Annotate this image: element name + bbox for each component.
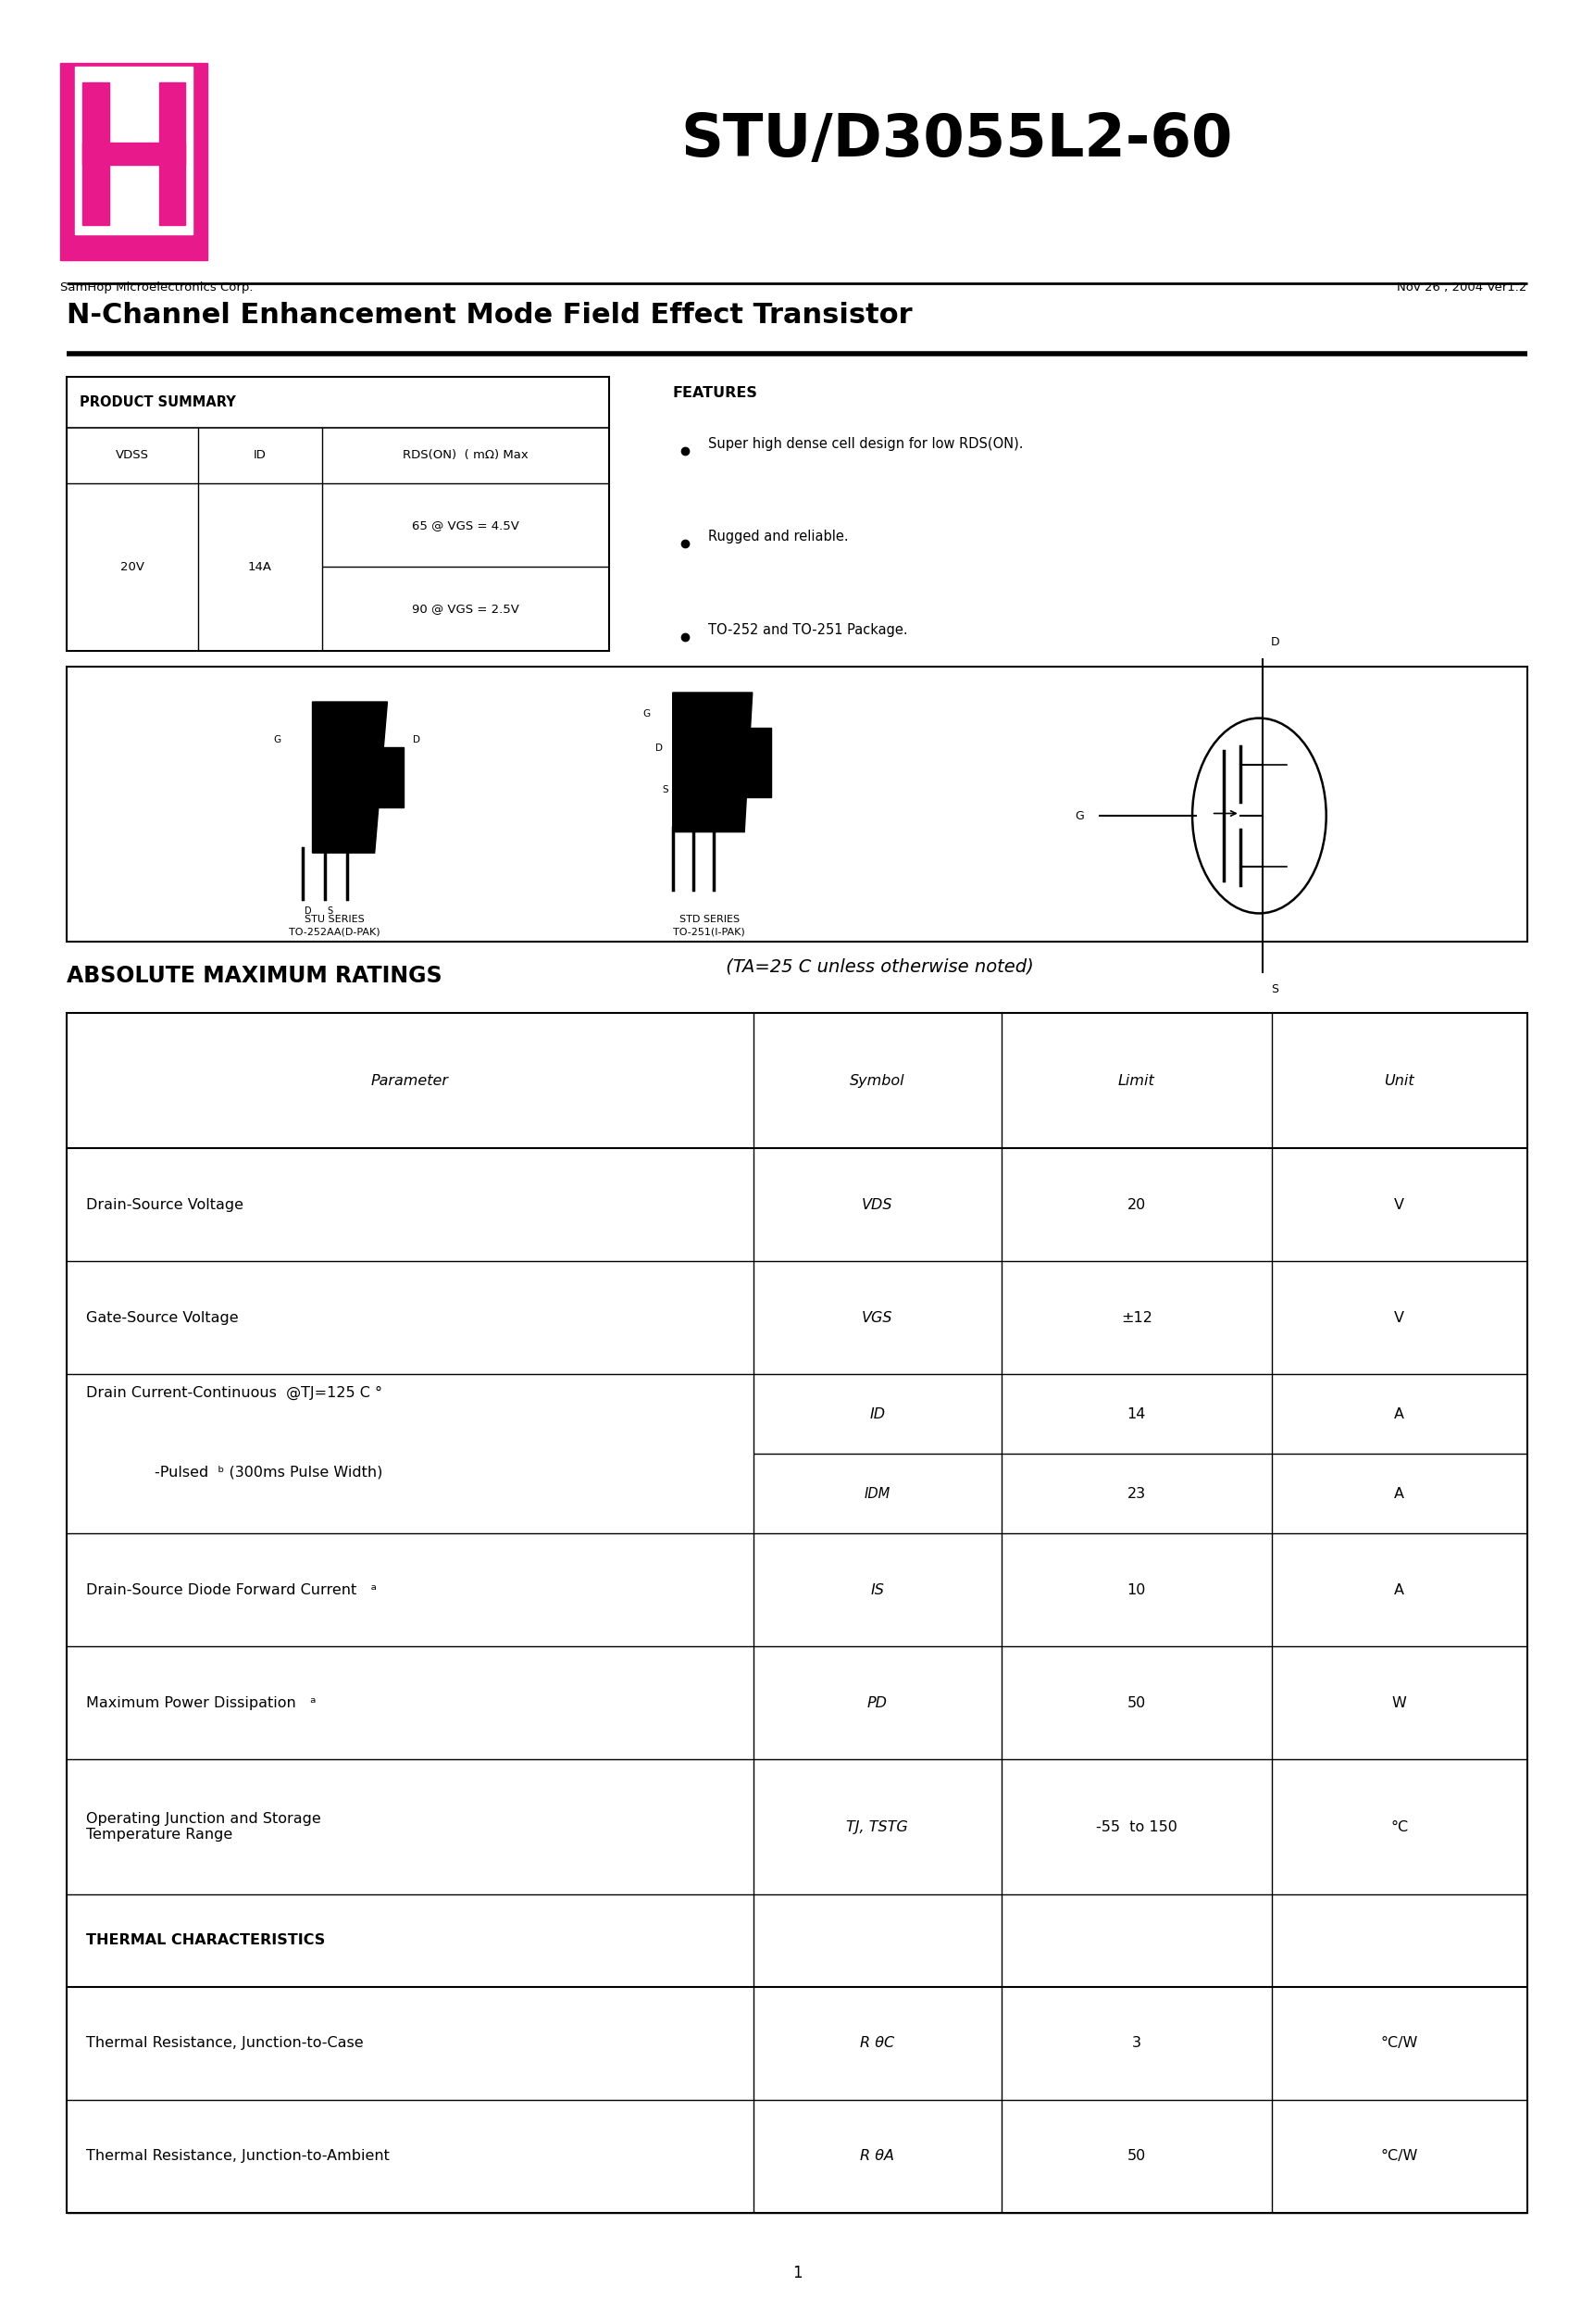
- Text: VDSS: VDSS: [116, 449, 148, 462]
- Text: G: G: [642, 709, 650, 718]
- Text: TO-252 and TO-251 Package.: TO-252 and TO-251 Package.: [708, 623, 907, 637]
- Bar: [67, 1013, 1527, 2212]
- Polygon shape: [312, 702, 387, 853]
- Text: VDS: VDS: [862, 1197, 893, 1211]
- Text: Unit: Unit: [1384, 1074, 1414, 1088]
- Text: Thermal Resistance, Junction-to-Case: Thermal Resistance, Junction-to-Case: [86, 2036, 363, 2050]
- Text: R θC: R θC: [861, 2036, 894, 2050]
- Text: FEATURES: FEATURES: [673, 386, 757, 400]
- Text: IS: IS: [870, 1583, 885, 1597]
- Bar: [83, 142, 185, 165]
- Text: 65 @ VGS = 4.5V: 65 @ VGS = 4.5V: [411, 518, 520, 532]
- Text: 50: 50: [1127, 1697, 1146, 1710]
- Text: 20V: 20V: [120, 560, 145, 574]
- Text: ID: ID: [869, 1406, 885, 1420]
- Text: 23: 23: [1127, 1487, 1146, 1501]
- Text: PD: PD: [867, 1697, 888, 1710]
- Text: Drain Current-Continuous  @TJ=125 C °: Drain Current-Continuous @TJ=125 C °: [86, 1385, 383, 1399]
- Text: 14: 14: [1127, 1406, 1146, 1420]
- Text: 1: 1: [792, 2264, 802, 2282]
- Text: Gate-Source Voltage: Gate-Source Voltage: [86, 1311, 239, 1325]
- Bar: [67, 376, 609, 651]
- Polygon shape: [673, 693, 752, 832]
- Text: S: S: [327, 906, 333, 916]
- Text: -Pulsed  ᵇ (300ms Pulse Width): -Pulsed ᵇ (300ms Pulse Width): [155, 1466, 383, 1480]
- Text: Symbol: Symbol: [850, 1074, 905, 1088]
- Text: °C/W: °C/W: [1380, 2036, 1419, 2050]
- Text: D: D: [1270, 637, 1280, 648]
- Polygon shape: [375, 746, 403, 809]
- Text: 20: 20: [1127, 1197, 1146, 1211]
- Text: V: V: [1395, 1311, 1404, 1325]
- Text: VGS: VGS: [862, 1311, 893, 1325]
- Text: Drain-Source Diode Forward Current   ᵃ: Drain-Source Diode Forward Current ᵃ: [86, 1583, 376, 1597]
- Text: PRODUCT SUMMARY: PRODUCT SUMMARY: [80, 395, 236, 409]
- Text: IDM: IDM: [864, 1487, 891, 1501]
- Text: W: W: [1392, 1697, 1406, 1710]
- Text: (TA=25 C unless otherwise noted): (TA=25 C unless otherwise noted): [720, 957, 1035, 976]
- Text: THERMAL CHARACTERISTICS: THERMAL CHARACTERISTICS: [86, 1934, 325, 1948]
- Text: °C: °C: [1390, 1820, 1408, 1834]
- Text: Drain-Source Voltage: Drain-Source Voltage: [86, 1197, 244, 1211]
- Bar: [67, 667, 1527, 941]
- Text: 90 @ VGS = 2.5V: 90 @ VGS = 2.5V: [411, 602, 520, 616]
- Text: 14A: 14A: [247, 560, 273, 574]
- Text: Limit: Limit: [1117, 1074, 1156, 1088]
- Text: Operating Junction and Storage
Temperature Range: Operating Junction and Storage Temperatu…: [86, 1813, 320, 1843]
- Text: S: S: [662, 786, 668, 795]
- Text: -55  to 150: -55 to 150: [1095, 1820, 1176, 1834]
- Text: G: G: [273, 734, 281, 744]
- Text: RDS(ON)  ( mΩ) Max: RDS(ON) ( mΩ) Max: [403, 449, 528, 462]
- Text: Super high dense cell design for low RDS(ON).: Super high dense cell design for low RDS…: [708, 437, 1023, 451]
- Text: 10: 10: [1127, 1583, 1146, 1597]
- Text: ABSOLUTE MAXIMUM RATINGS: ABSOLUTE MAXIMUM RATINGS: [67, 964, 443, 988]
- Text: SamHop Microelectronics Corp.: SamHop Microelectronics Corp.: [61, 281, 253, 293]
- Text: N-Channel Enhancement Mode Field Effect Transistor: N-Channel Enhancement Mode Field Effect …: [67, 302, 913, 330]
- Text: A: A: [1395, 1406, 1404, 1420]
- Text: A: A: [1395, 1583, 1404, 1597]
- Text: ID: ID: [253, 449, 266, 462]
- Text: Nov 26 , 2004 Ver1.2: Nov 26 , 2004 Ver1.2: [1396, 281, 1527, 293]
- Text: STD SERIES
TO-251(I-PAK): STD SERIES TO-251(I-PAK): [673, 916, 746, 937]
- Bar: [61, 63, 207, 260]
- Text: Maximum Power Dissipation   ᵃ: Maximum Power Dissipation ᵃ: [86, 1697, 316, 1710]
- Text: Thermal Resistance, Junction-to-Ambient: Thermal Resistance, Junction-to-Ambient: [86, 2150, 389, 2164]
- Text: D: D: [304, 906, 311, 916]
- Text: STU SERIES
TO-252AA(D-PAK): STU SERIES TO-252AA(D-PAK): [289, 916, 381, 937]
- Text: S: S: [1272, 983, 1278, 995]
- Text: G: G: [1074, 809, 1084, 823]
- Text: R θA: R θA: [861, 2150, 894, 2164]
- Text: A: A: [1395, 1487, 1404, 1501]
- Text: Rugged and reliable.: Rugged and reliable.: [708, 530, 848, 544]
- Bar: [83, 81, 108, 225]
- Text: D: D: [655, 744, 663, 753]
- Text: 50: 50: [1127, 2150, 1146, 2164]
- Text: V: V: [1395, 1197, 1404, 1211]
- Bar: [159, 81, 185, 225]
- Text: ±12: ±12: [1121, 1311, 1152, 1325]
- Text: TJ, TSTG: TJ, TSTG: [846, 1820, 909, 1834]
- Text: D: D: [413, 734, 421, 744]
- Text: STU/D3055L2-60: STU/D3055L2-60: [681, 112, 1232, 167]
- Polygon shape: [744, 727, 771, 797]
- Text: Parameter: Parameter: [371, 1074, 450, 1088]
- Text: °C/W: °C/W: [1380, 2150, 1419, 2164]
- Bar: [75, 67, 193, 235]
- Text: 3: 3: [1132, 2036, 1141, 2050]
